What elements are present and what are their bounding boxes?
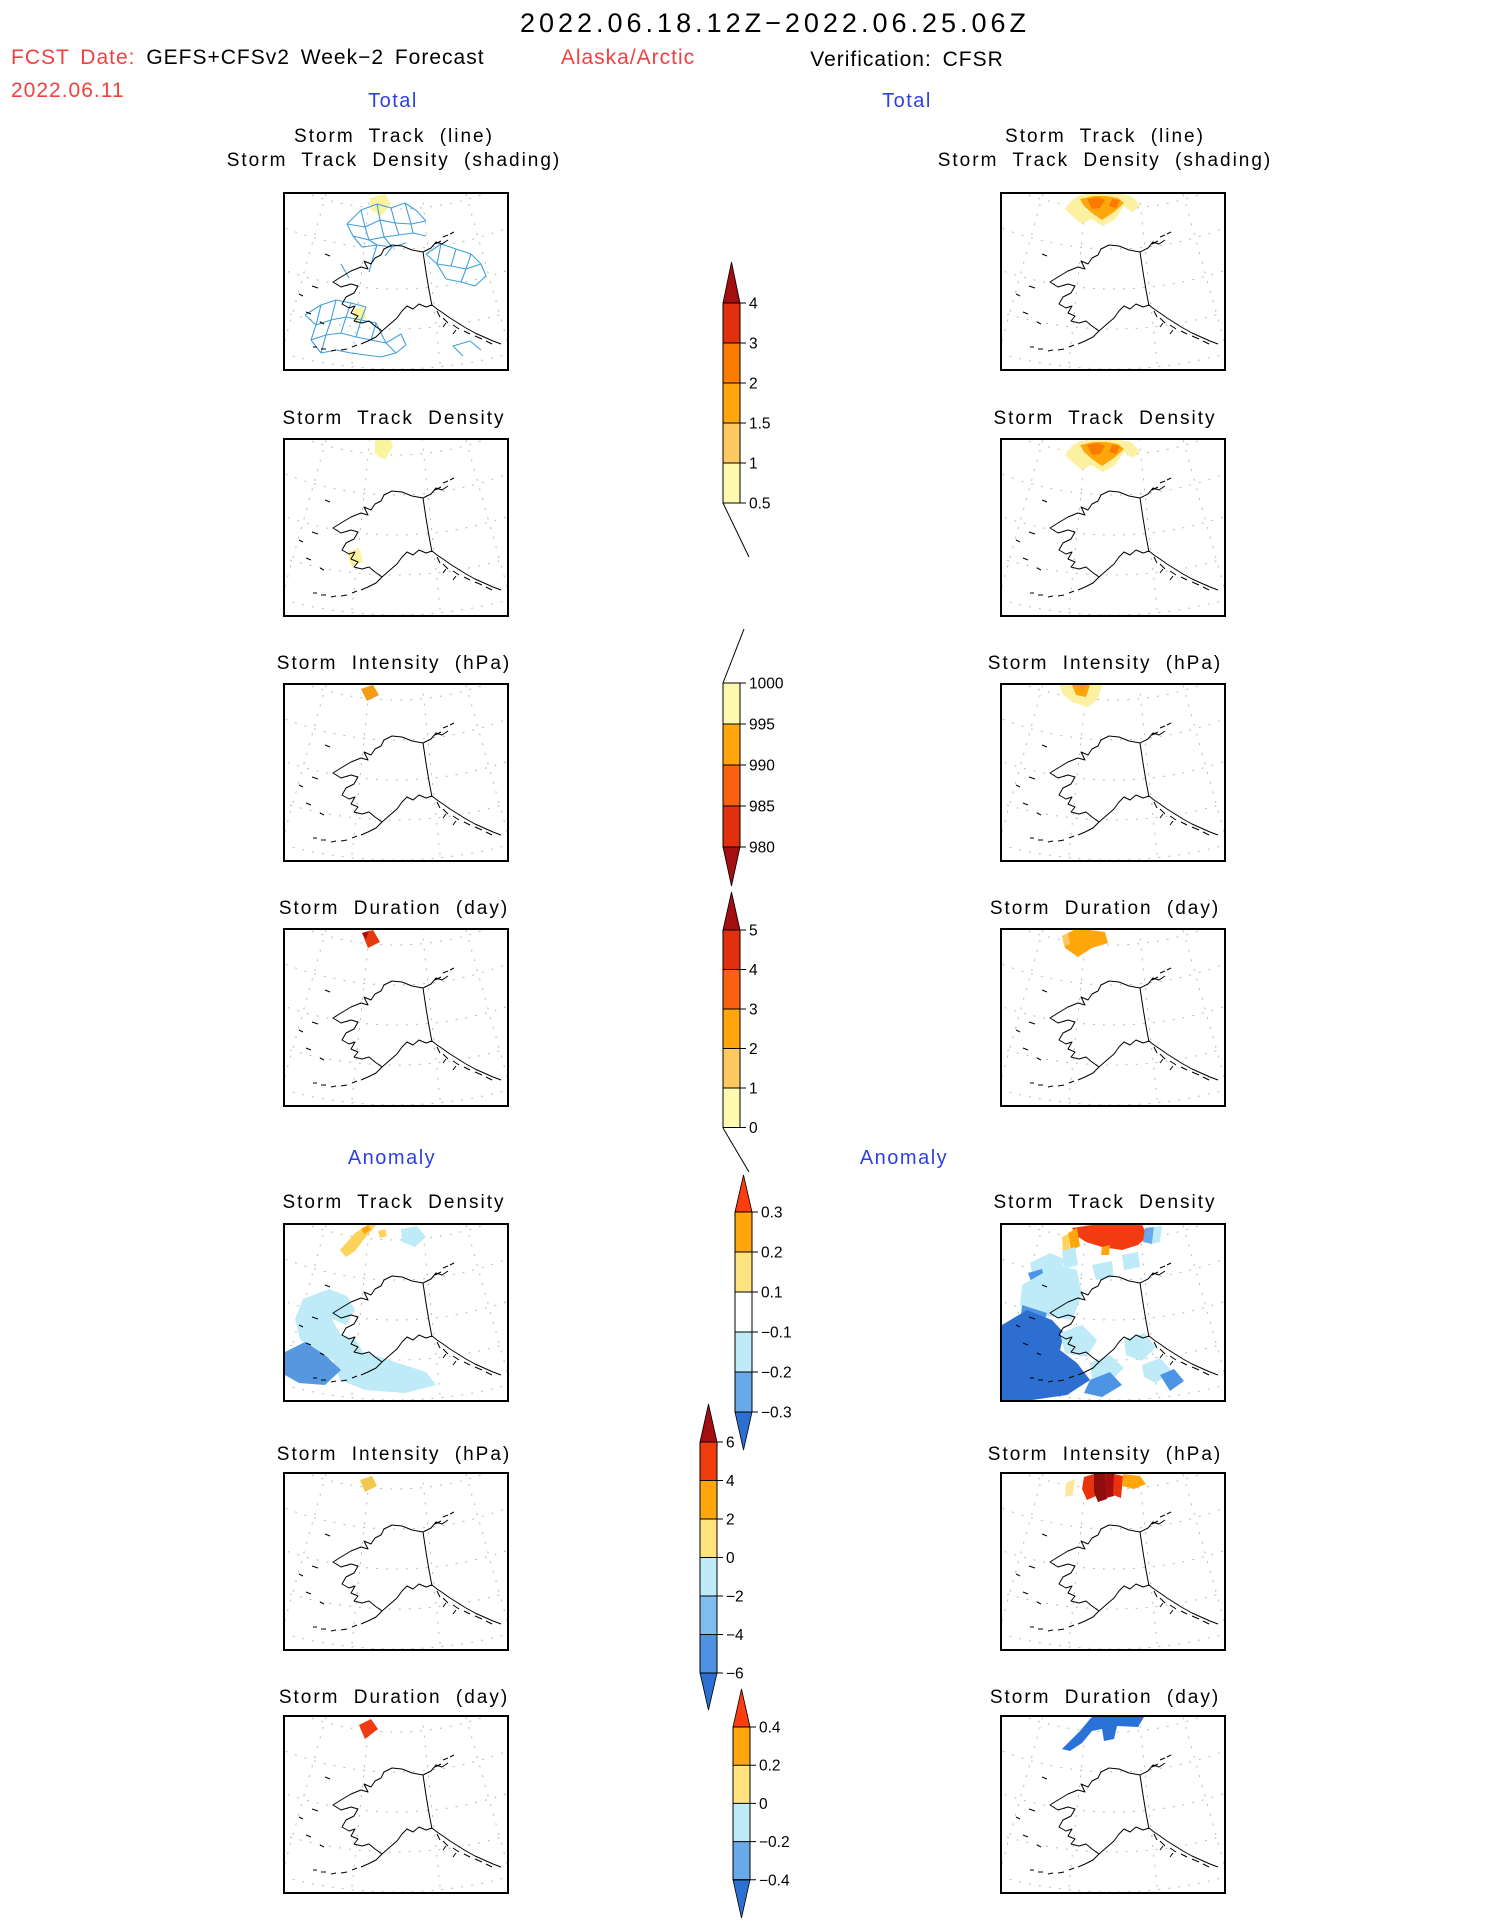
colorbar-storm_intensity_anomaly: 6 4 2 0 −2 −4 −6 — [699, 1403, 744, 1711]
colorbar-storm_duration_total: 5 4 3 2 1 0 — [722, 891, 758, 1173]
svg-text:−0.4: −0.4 — [759, 1872, 790, 1889]
svg-text:0.2: 0.2 — [759, 1758, 781, 1775]
map-verif-anom-density — [1000, 1223, 1226, 1402]
map-forecast-anom-duration — [283, 1715, 509, 1894]
svg-text:1: 1 — [749, 456, 758, 473]
panel-title-verif-intensity-anom: Storm Intensity (hPa) — [987, 1444, 1223, 1465]
panel-title-verif-duration: Storm Duration (day) — [989, 898, 1221, 919]
panel-title-fcst-intensity: Storm Intensity (hPa) — [276, 653, 512, 674]
colorbar-storm_track_density_anomaly: 0.3 0.2 0.1 −0.1 −0.2 −0.3 — [734, 1174, 792, 1451]
svg-text:2: 2 — [749, 376, 758, 393]
svg-text:0: 0 — [726, 1550, 735, 1567]
svg-text:3: 3 — [749, 336, 758, 353]
svg-text:0: 0 — [759, 1796, 768, 1813]
svg-text:1: 1 — [749, 1081, 758, 1098]
panel-title-fcst-duration-anom: Storm Duration (day) — [278, 1687, 510, 1708]
region-label: Alaska/Arctic — [560, 46, 696, 69]
panel-title-fcst-track-line1: Storm Track (line) — [294, 126, 494, 147]
svg-text:0.4: 0.4 — [759, 1720, 781, 1737]
svg-text:−0.3: −0.3 — [761, 1405, 792, 1422]
svg-text:0.2: 0.2 — [761, 1245, 783, 1262]
svg-text:990: 990 — [749, 758, 775, 775]
svg-text:4: 4 — [726, 1473, 735, 1490]
panel-title-fcst-intensity-anom: Storm Intensity (hPa) — [276, 1444, 512, 1465]
map-forecast-total-track — [283, 192, 509, 371]
svg-text:−0.1: −0.1 — [761, 1325, 792, 1342]
svg-text:4: 4 — [749, 962, 758, 979]
panel-title-verif-duration-anom: Storm Duration (day) — [989, 1687, 1221, 1708]
colorbar-storm_duration_anomaly: 0.4 0.2 0 −0.2 −0.4 — [732, 1688, 790, 1919]
svg-text:−2: −2 — [726, 1589, 744, 1606]
svg-text:0: 0 — [749, 1120, 758, 1137]
panel-title-fcst-density: Storm Track Density — [282, 408, 506, 429]
verification-label: Verification: CFSR — [810, 48, 1004, 71]
svg-text:6: 6 — [726, 1435, 735, 1452]
fcst-issue-date: 2022.06.11 — [11, 79, 125, 102]
svg-text:0.3: 0.3 — [761, 1205, 783, 1222]
svg-text:1.5: 1.5 — [749, 416, 771, 433]
section-total-forecast: Total — [368, 90, 418, 112]
map-forecast-anom-density — [283, 1223, 509, 1402]
svg-text:−0.2: −0.2 — [761, 1365, 792, 1382]
map-verif-anom-duration — [1000, 1715, 1226, 1894]
svg-text:3: 3 — [749, 1002, 758, 1019]
figure-period-title: 2022.06.18.12Z−2022.06.25.06Z — [519, 8, 1031, 38]
map-forecast-total-density — [283, 438, 509, 617]
map-verif-total-track — [1000, 192, 1226, 371]
svg-text:980: 980 — [749, 840, 775, 857]
map-verif-total-duration — [1000, 928, 1226, 1107]
section-anomaly-verification: Anomaly — [859, 1147, 949, 1169]
panel-title-verif-density-anom: Storm Track Density — [993, 1192, 1217, 1213]
panel-title-verif-track-line1: Storm Track (line) — [1005, 126, 1205, 147]
svg-text:−6: −6 — [726, 1666, 744, 1683]
section-total-verification: Total — [882, 90, 932, 112]
fcst-model-label: GEFS+CFSv2 Week−2 Forecast — [146, 46, 485, 69]
colorbar-storm_track_density_total: 4 3 2 1.5 1 0.5 — [722, 261, 771, 558]
panel-title-verif-track-line2: Storm Track Density (shading) — [937, 150, 1273, 171]
svg-text:−4: −4 — [726, 1627, 744, 1644]
map-verif-total-density — [1000, 438, 1226, 617]
svg-text:2: 2 — [749, 1041, 758, 1058]
map-verif-anom-intensity — [1000, 1472, 1226, 1651]
svg-text:2: 2 — [726, 1512, 735, 1529]
svg-text:−0.2: −0.2 — [759, 1834, 790, 1851]
map-verif-total-intensity — [1000, 683, 1226, 862]
svg-text:5: 5 — [749, 923, 758, 940]
panel-title-fcst-track-line2: Storm Track Density (shading) — [226, 150, 562, 171]
svg-text:0.5: 0.5 — [749, 496, 771, 513]
colorbar-storm_intensity_total: 1000 995 990 985 980 — [722, 628, 784, 887]
map-forecast-total-duration — [283, 928, 509, 1107]
svg-text:4: 4 — [749, 296, 758, 313]
section-anomaly-forecast: Anomaly — [347, 1147, 437, 1169]
panel-title-fcst-density-anom: Storm Track Density — [282, 1192, 506, 1213]
svg-text:985: 985 — [749, 799, 775, 816]
map-forecast-total-intensity — [283, 683, 509, 862]
fcst-header: FCST Date: GEFS+CFSv2 Week−2 Forecast — [11, 46, 485, 70]
panel-title-verif-density: Storm Track Density — [993, 408, 1217, 429]
svg-text:1000: 1000 — [749, 676, 784, 693]
map-forecast-anom-intensity — [283, 1472, 509, 1651]
svg-text:0.1: 0.1 — [761, 1285, 783, 1302]
svg-text:995: 995 — [749, 717, 775, 734]
panel-title-verif-intensity: Storm Intensity (hPa) — [987, 653, 1223, 674]
panel-title-fcst-duration: Storm Duration (day) — [278, 898, 510, 919]
fcst-date-label: FCST Date: — [11, 46, 136, 69]
